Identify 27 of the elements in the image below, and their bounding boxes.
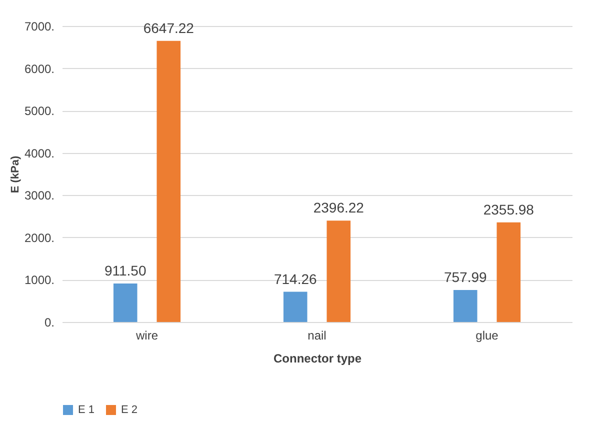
legend-label: E 1	[78, 404, 95, 416]
legend-label: E 2	[121, 404, 138, 416]
data-label: 2355.98	[483, 201, 534, 218]
y-tick-label: 0.	[44, 316, 54, 330]
y-tick-label: 7000.	[24, 20, 54, 34]
y-axis-title: E (kPa)	[9, 156, 22, 194]
bar	[113, 283, 138, 322]
data-label: 911.50	[104, 262, 146, 278]
bar	[326, 220, 351, 322]
bar	[283, 292, 308, 322]
data-label: 2396.22	[313, 200, 364, 216]
x-tick-label: glue	[476, 328, 499, 342]
bar	[156, 40, 181, 322]
data-label: 6647.22	[143, 20, 194, 36]
data-label: 757.99	[444, 268, 487, 285]
bar	[453, 290, 478, 322]
y-tick-label: 1000.	[24, 273, 54, 288]
y-tick-label: 6000.	[24, 62, 54, 76]
data-label: 714.26	[274, 270, 317, 287]
y-tick-label: 5000.	[24, 104, 54, 118]
x-axis-title: Connector type	[273, 352, 362, 366]
y-tick-label: 3000.	[24, 188, 54, 203]
bar	[496, 222, 521, 322]
x-tick-label: wire	[134, 328, 158, 342]
y-tick-label: 4000.	[24, 146, 54, 160]
y-tick-label: 2000.	[24, 230, 54, 245]
x-tick-label: nail	[308, 328, 326, 342]
